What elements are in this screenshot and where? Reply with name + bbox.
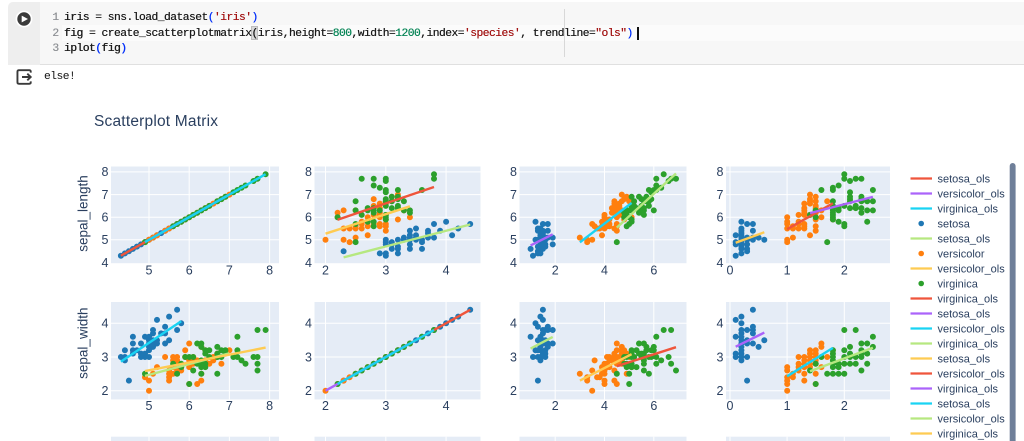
svg-text:virginica_ols: virginica_ols <box>938 203 999 215</box>
svg-text:setosa_ols: setosa_ols <box>938 173 991 185</box>
svg-text:2: 2 <box>510 384 517 398</box>
svg-text:6: 6 <box>650 399 657 413</box>
svg-text:2: 2 <box>552 399 559 413</box>
svg-text:setosa_ols: setosa_ols <box>938 398 991 410</box>
svg-text:2: 2 <box>841 264 848 278</box>
svg-text:setosa_ols: setosa_ols <box>938 233 991 245</box>
svg-text:6: 6 <box>650 264 657 278</box>
svg-text:5: 5 <box>510 233 517 247</box>
svg-text:6: 6 <box>717 211 724 225</box>
svg-text:virginica_ols: virginica_ols <box>938 383 999 395</box>
svg-text:virginica: virginica <box>938 278 979 290</box>
svg-text:7: 7 <box>510 188 517 202</box>
svg-text:2: 2 <box>841 399 848 413</box>
svg-text:2: 2 <box>717 384 724 398</box>
svg-text:7: 7 <box>717 188 724 202</box>
svg-text:4: 4 <box>717 317 724 331</box>
svg-text:versicolor: versicolor <box>938 248 985 260</box>
svg-text:5: 5 <box>146 399 153 413</box>
svg-text:5: 5 <box>102 233 109 247</box>
svg-text:6: 6 <box>510 211 517 225</box>
svg-text:8: 8 <box>305 165 312 179</box>
svg-text:4: 4 <box>102 256 109 270</box>
svg-text:4: 4 <box>601 264 608 278</box>
svg-text:2: 2 <box>552 264 559 278</box>
svg-text:2: 2 <box>305 384 312 398</box>
svg-text:4: 4 <box>717 256 724 270</box>
svg-text:3: 3 <box>305 350 312 364</box>
svg-text:2: 2 <box>322 264 329 278</box>
svg-text:virginica_ols: virginica_ols <box>938 293 999 305</box>
svg-text:8: 8 <box>266 264 273 278</box>
svg-text:sepal_width: sepal_width <box>76 308 91 379</box>
svg-text:7: 7 <box>226 399 233 413</box>
svg-text:7: 7 <box>305 188 312 202</box>
svg-text:versicolor_ols: versicolor_ols <box>938 413 1006 425</box>
svg-text:7: 7 <box>102 188 109 202</box>
svg-text:5: 5 <box>146 264 153 278</box>
svg-text:1: 1 <box>784 399 791 413</box>
svg-text:6: 6 <box>186 264 193 278</box>
svg-text:4: 4 <box>305 317 312 331</box>
svg-text:2: 2 <box>322 399 329 413</box>
svg-text:5: 5 <box>305 233 312 247</box>
svg-text:virginica_ols: virginica_ols <box>938 428 999 440</box>
svg-text:setosa: setosa <box>938 218 971 230</box>
svg-text:4: 4 <box>443 264 450 278</box>
svg-text:0: 0 <box>727 264 734 278</box>
svg-text:0: 0 <box>727 399 734 413</box>
svg-text:6: 6 <box>186 399 193 413</box>
svg-text:sepal_length: sepal_length <box>76 175 91 252</box>
svg-text:4: 4 <box>102 317 109 331</box>
svg-text:8: 8 <box>266 399 273 413</box>
svg-text:8: 8 <box>510 165 517 179</box>
svg-text:8: 8 <box>102 165 109 179</box>
svg-text:3: 3 <box>510 350 517 364</box>
svg-text:2: 2 <box>102 384 109 398</box>
svg-text:virginica_ols: virginica_ols <box>938 338 999 350</box>
svg-text:3: 3 <box>102 350 109 364</box>
svg-text:versicolor_ols: versicolor_ols <box>938 323 1006 335</box>
svg-text:3: 3 <box>717 350 724 364</box>
svg-text:setosa_ols: setosa_ols <box>938 353 991 365</box>
svg-text:versicolor_ols: versicolor_ols <box>938 263 1006 275</box>
svg-text:4: 4 <box>305 256 312 270</box>
svg-text:6: 6 <box>305 211 312 225</box>
svg-text:5: 5 <box>717 233 724 247</box>
svg-text:4: 4 <box>510 317 517 331</box>
svg-text:4: 4 <box>443 399 450 413</box>
svg-text:versicolor_ols: versicolor_ols <box>938 188 1006 200</box>
svg-text:1: 1 <box>784 264 791 278</box>
svg-text:versicolor_ols: versicolor_ols <box>938 368 1006 380</box>
svg-text:6: 6 <box>102 211 109 225</box>
svg-text:3: 3 <box>382 264 389 278</box>
svg-text:3: 3 <box>382 399 389 413</box>
svg-text:7: 7 <box>226 264 233 278</box>
svg-text:4: 4 <box>510 256 517 270</box>
svg-text:Scatterplot Matrix: Scatterplot Matrix <box>94 113 218 130</box>
svg-text:4: 4 <box>601 399 608 413</box>
svg-text:8: 8 <box>717 165 724 179</box>
svg-text:setosa_ols: setosa_ols <box>938 308 991 320</box>
